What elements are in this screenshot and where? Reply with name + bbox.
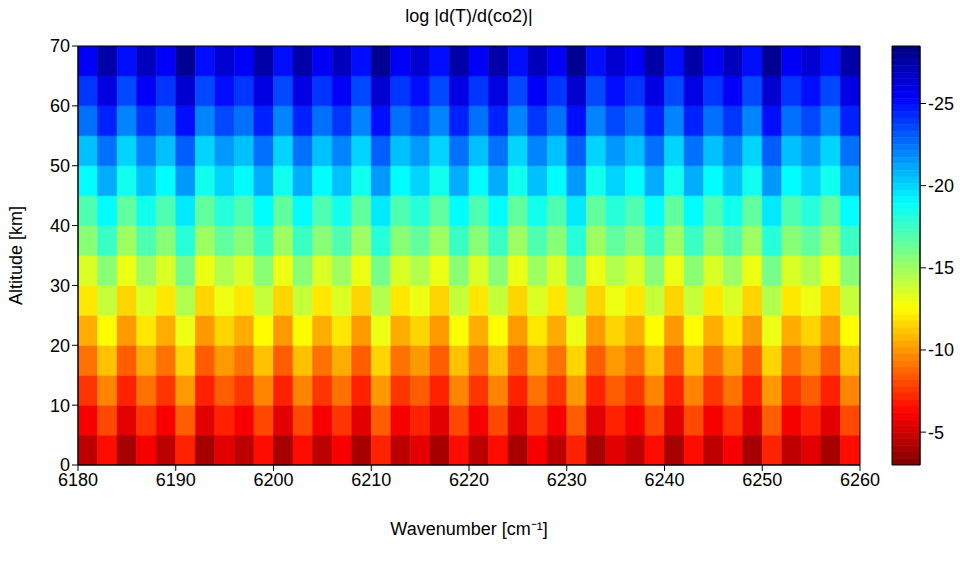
svg-text:6240: 6240 <box>644 470 684 490</box>
svg-text:60: 60 <box>50 96 70 116</box>
svg-text:-10: -10 <box>928 340 954 360</box>
svg-text:6220: 6220 <box>449 470 489 490</box>
svg-text:Wavenumber [cm⁻¹]: Wavenumber [cm⁻¹] <box>390 519 547 539</box>
svg-text:6190: 6190 <box>156 470 196 490</box>
svg-text:10: 10 <box>50 396 70 416</box>
svg-text:-15: -15 <box>928 258 954 278</box>
svg-text:40: 40 <box>50 216 70 236</box>
svg-text:-25: -25 <box>928 94 954 114</box>
svg-text:30: 30 <box>50 276 70 296</box>
svg-text:6250: 6250 <box>742 470 782 490</box>
svg-text:6230: 6230 <box>547 470 587 490</box>
svg-text:6210: 6210 <box>351 470 391 490</box>
svg-text:0: 0 <box>60 455 70 475</box>
svg-text:-20: -20 <box>928 176 954 196</box>
svg-text:6260: 6260 <box>840 470 880 490</box>
svg-text:70: 70 <box>50 36 70 56</box>
svg-text:6180: 6180 <box>58 469 98 490</box>
svg-text:-5: -5 <box>928 423 944 443</box>
svg-text:Altitude [km]: Altitude [km] <box>6 206 26 305</box>
html-text:log |d(T)/d(co2)|: log |d(T)/d(co2)| <box>405 6 533 26</box>
svg-text:6200: 6200 <box>253 470 293 490</box>
svg-text:50: 50 <box>50 156 70 176</box>
svg-text:20: 20 <box>50 336 70 356</box>
